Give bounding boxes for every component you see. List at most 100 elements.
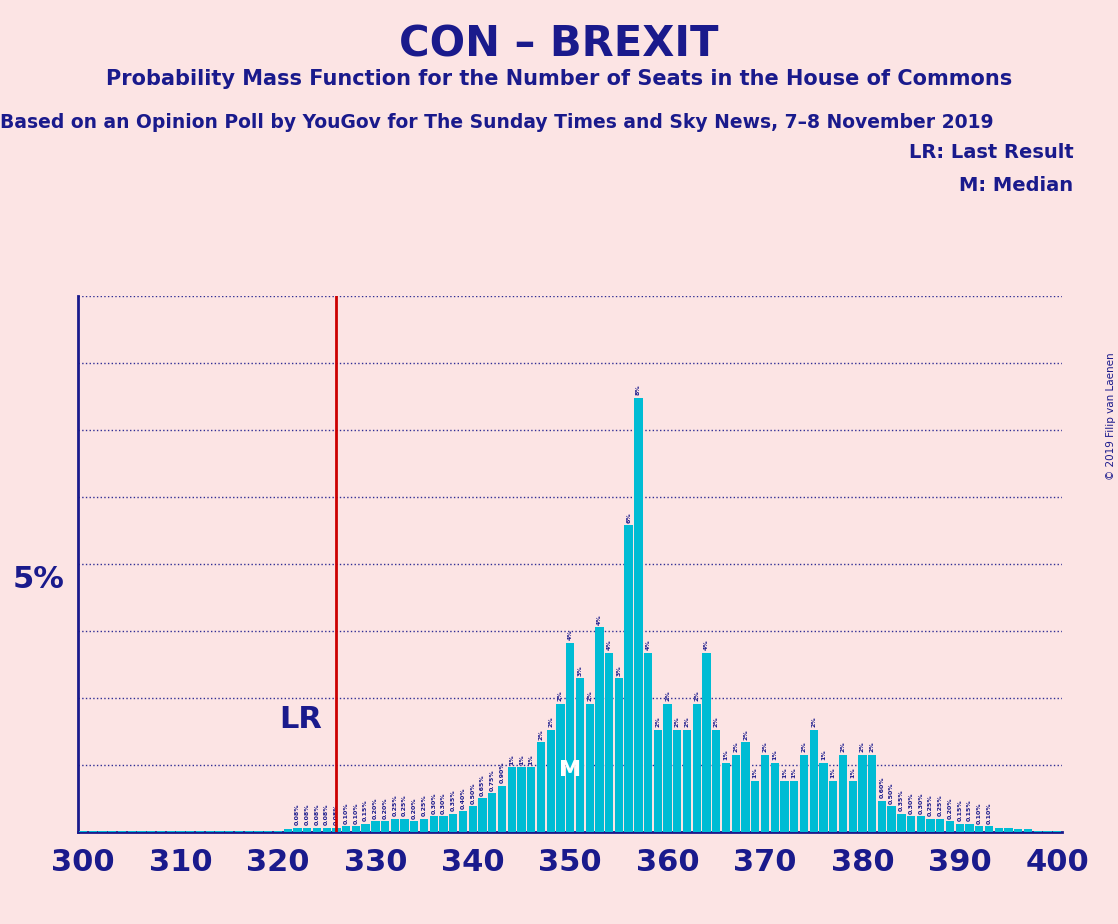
Bar [429, 816, 438, 832]
Text: 0.35%: 0.35% [899, 789, 903, 811]
Text: 0.30%: 0.30% [440, 792, 446, 814]
Text: 0.90%: 0.90% [500, 761, 504, 784]
Bar [293, 828, 302, 832]
Text: 4%: 4% [568, 629, 572, 640]
Text: 0.10%: 0.10% [353, 802, 359, 824]
Bar [537, 742, 546, 832]
Text: 4%: 4% [597, 614, 601, 625]
Text: 0.20%: 0.20% [373, 797, 378, 819]
Text: 1%: 1% [773, 749, 777, 760]
Bar [868, 755, 877, 832]
Text: 0.08%: 0.08% [295, 803, 300, 825]
Text: 0.10%: 0.10% [977, 802, 982, 824]
Text: 1%: 1% [519, 754, 524, 765]
Text: CON – BREXIT: CON – BREXIT [399, 23, 719, 65]
Text: 1%: 1% [781, 767, 787, 778]
Text: Based on an Opinion Poll by YouGov for The Sunday Times and Sky News, 7–8 Novemb: Based on an Opinion Poll by YouGov for T… [0, 113, 994, 132]
Text: 2%: 2% [812, 716, 816, 727]
Text: 0.08%: 0.08% [334, 803, 339, 825]
Bar [1014, 829, 1022, 832]
Bar [458, 811, 467, 832]
Text: 0.10%: 0.10% [986, 802, 992, 824]
Bar [390, 819, 399, 832]
Bar [420, 819, 428, 832]
Text: 2%: 2% [802, 742, 806, 752]
Bar [566, 643, 575, 832]
Text: 0.30%: 0.30% [432, 792, 436, 814]
Bar [400, 819, 409, 832]
Bar [449, 814, 457, 832]
Bar [654, 730, 662, 832]
Text: 2%: 2% [713, 716, 719, 727]
Text: 0.08%: 0.08% [324, 803, 329, 825]
Bar [313, 828, 321, 832]
Text: Probability Mass Function for the Number of Seats in the House of Commons: Probability Mass Function for the Number… [106, 69, 1012, 90]
Text: 0.35%: 0.35% [451, 789, 456, 811]
Text: 0.50%: 0.50% [889, 782, 894, 804]
Text: 6%: 6% [626, 512, 632, 523]
Bar [527, 767, 536, 832]
Bar [518, 767, 525, 832]
Text: 0.10%: 0.10% [343, 802, 349, 824]
Text: 4%: 4% [607, 639, 612, 650]
Bar [702, 653, 711, 832]
Text: 0.25%: 0.25% [421, 795, 427, 816]
Text: 0.25%: 0.25% [938, 795, 942, 816]
Text: M: M [559, 760, 581, 781]
Bar [557, 704, 565, 832]
Bar [663, 704, 672, 832]
Text: LR: Last Result: LR: Last Result [909, 143, 1073, 163]
Bar [731, 755, 740, 832]
Text: 2%: 2% [743, 729, 748, 740]
Bar [468, 806, 477, 832]
Bar [1004, 828, 1013, 832]
Bar [410, 821, 418, 832]
Bar [780, 781, 788, 832]
Bar [975, 826, 984, 832]
Bar [625, 526, 633, 832]
Text: 2%: 2% [684, 716, 690, 727]
Text: 0.60%: 0.60% [880, 777, 884, 798]
Text: 1%: 1% [831, 767, 835, 778]
Bar [508, 767, 515, 832]
Text: LR: LR [278, 705, 322, 734]
Bar [634, 397, 643, 832]
Text: 0.50%: 0.50% [471, 782, 475, 804]
Bar [761, 755, 769, 832]
Text: 2%: 2% [548, 716, 553, 727]
Text: 2%: 2% [539, 729, 543, 740]
Bar [907, 816, 916, 832]
Bar [830, 781, 837, 832]
Bar [1024, 829, 1032, 832]
Bar [371, 821, 379, 832]
Text: 1%: 1% [509, 754, 514, 765]
Text: 3%: 3% [577, 665, 582, 676]
Bar [917, 816, 925, 832]
Text: 2%: 2% [841, 742, 845, 752]
Bar [859, 755, 866, 832]
Bar [849, 781, 856, 832]
Bar [498, 785, 506, 832]
Text: 8%: 8% [636, 384, 641, 395]
Bar [576, 678, 584, 832]
Text: M: Median: M: Median [959, 176, 1073, 195]
Text: 0.20%: 0.20% [411, 797, 417, 819]
Bar [342, 826, 350, 832]
Text: 1%: 1% [752, 767, 758, 778]
Bar [547, 730, 555, 832]
Bar [722, 762, 730, 832]
Bar [751, 781, 759, 832]
Text: 1%: 1% [723, 749, 729, 760]
Bar [595, 627, 604, 832]
Bar [741, 742, 750, 832]
Bar [809, 730, 818, 832]
Text: 2%: 2% [675, 716, 680, 727]
Text: 0.30%: 0.30% [909, 792, 913, 814]
Bar [605, 653, 614, 832]
Bar [352, 826, 360, 832]
Bar [966, 824, 974, 832]
Text: 2%: 2% [587, 691, 593, 701]
Text: 0.15%: 0.15% [957, 799, 963, 821]
Bar [995, 828, 1003, 832]
Text: 2%: 2% [655, 716, 661, 727]
